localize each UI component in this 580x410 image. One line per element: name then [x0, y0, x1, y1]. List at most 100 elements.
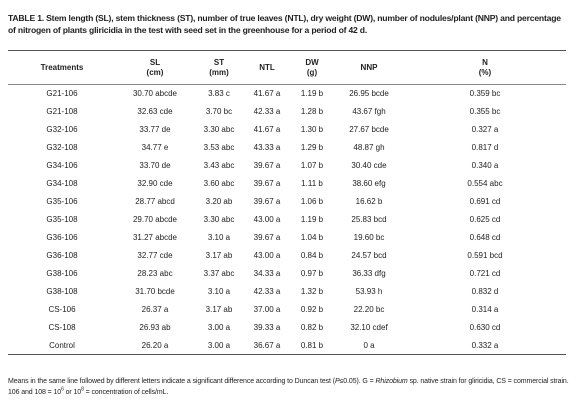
- table-cell: 41.67 a: [253, 89, 281, 99]
- table-body: G21-106 30.70 abcde 3.83 c 41.67 a 1.19 b 26.…: [8, 85, 566, 355]
- column-header: NTL: [244, 51, 290, 85]
- table-cell: 1.32 b: [300, 287, 324, 296]
- table-cell: 43.67 fgh: [352, 107, 386, 116]
- table-cell: 48.87 gh: [353, 143, 385, 152]
- table-cell: 1.06 b: [300, 197, 324, 206]
- table-cell: 39.67 a: [253, 233, 281, 242]
- table-cell: 43.00 a: [253, 251, 281, 260]
- table-row: G21-108 32.63 cde 3.70 bc 42.33 a 1.28 b 43.6…: [8, 103, 566, 121]
- footnote-text: or 10: [63, 389, 82, 396]
- table-cell: 1.29 b: [300, 143, 324, 152]
- table-header: Treatments SL (cm) ST (mm) NTL DW (g) NNP N (%): [8, 50, 566, 85]
- table-cell: G38-108: [46, 287, 78, 296]
- table-cell: 19.60 bc: [353, 233, 385, 242]
- header-text: (%): [478, 67, 492, 77]
- table-cell: 42.33 a: [253, 107, 281, 116]
- table-cell: 0.832 d: [471, 287, 499, 296]
- header-text: DW: [305, 57, 319, 67]
- table-cell: 22.20 bc: [353, 305, 385, 314]
- table-cell: 0.648 cd: [469, 233, 501, 242]
- table-cell: 0.721 cd: [469, 269, 501, 278]
- table-title: TABLE 1. Stem length (SL), stem thicknes…: [8, 13, 561, 35]
- header-text: (mm): [209, 67, 229, 77]
- table-cell: 0.591 bcd: [467, 251, 503, 260]
- column-header: NNP: [334, 51, 404, 85]
- table-cell: 3.70 bc: [205, 107, 233, 116]
- footnote-text: sp. native strain for gliricidia, CS = c…: [8, 378, 569, 396]
- table-cell: G34-106: [46, 161, 78, 170]
- table-cell: G34-108: [46, 179, 78, 188]
- table-cell: 31.70 bcde: [135, 287, 175, 296]
- table-cell: 1.19 b: [300, 89, 324, 99]
- table-cell: G21-108: [46, 107, 78, 116]
- table-cell: 1.19 b: [300, 215, 324, 224]
- table-row: G38-108 31.70 bcde 3.10 a 42.33 a 1.32 b 53.9…: [8, 283, 566, 301]
- table-cell: 32.10 cdef: [350, 323, 388, 332]
- table-cell: G38-106: [46, 269, 78, 278]
- footnote-text: 6: [61, 386, 64, 393]
- table-cell: 32.77 cde: [137, 251, 173, 260]
- header-text: (cm): [146, 67, 164, 77]
- table-cell: 1.30 b: [300, 125, 324, 134]
- table-cell: G21-106: [46, 89, 78, 99]
- table-cell: 24.57 bcd: [351, 251, 387, 260]
- header-text: NNP: [360, 62, 378, 72]
- footnote-text: P: [334, 378, 340, 385]
- table-row: G38-106 28.23 abc 3.37 abc 34.33 a 0.97 b 36.…: [8, 265, 566, 283]
- footnote-text: Rhizobium: [375, 378, 408, 385]
- table-cell: 3.60 abc: [203, 179, 235, 188]
- header-text: Treatments: [40, 62, 84, 72]
- table-row: G34-106 33.70 de 3.43 abc 39.67 a 1.07 b 30.4…: [8, 157, 566, 175]
- column-header: SL (cm): [116, 51, 194, 85]
- header-row: Treatments SL (cm) ST (mm) NTL DW (g) NNP N (%): [8, 51, 566, 85]
- table-cell: 1.04 b: [300, 233, 324, 242]
- table-cell: 36.67 a: [253, 340, 281, 350]
- table-cell: 0.625 cd: [469, 215, 501, 224]
- table-row: G36-108 32.77 cde 3.17 ab 43.00 a 0.84 b 24.5…: [8, 247, 566, 265]
- header-text: NTL: [259, 62, 275, 72]
- table-cell: 1.11 b: [301, 179, 323, 188]
- table-cell: 0.355 bc: [469, 107, 501, 116]
- table-cell: 37.00 a: [253, 305, 281, 314]
- table-cell: 0.97 b: [300, 269, 324, 278]
- table-cell: 0.691 cd: [469, 197, 501, 206]
- data-table: Treatments SL (cm) ST (mm) NTL DW (g) NNP N (%) G2…: [8, 50, 566, 355]
- table-row: CS-108 26.93 ab 3.00 a 39.33 a 0.82 b 32.10 c…: [8, 319, 566, 337]
- table-cell: 34.33 a: [253, 269, 281, 278]
- table-cell: 0.332 a: [471, 340, 499, 350]
- header-text: SL: [149, 57, 161, 67]
- table-cell: 38.60 efg: [352, 179, 386, 188]
- table-cell: 3.17 ab: [205, 251, 233, 260]
- table-row: CS-106 26.37 a 3.17 ab 37.00 a 0.92 b 22.20 b…: [8, 301, 566, 319]
- table-cell: 1.07 b: [300, 161, 324, 170]
- footnote-text: ≤0.05). G =: [339, 378, 376, 385]
- table-cell: 3.83 c: [208, 89, 230, 99]
- table-cell: CS-108: [48, 323, 76, 332]
- table-cell: 26.95 bcde: [349, 89, 389, 99]
- table-cell: 3.00 a: [207, 340, 231, 350]
- table-cell: 53.93 h: [355, 287, 383, 296]
- table-cell: 3.20 ab: [205, 197, 233, 206]
- footnote-text: 8: [81, 386, 84, 393]
- header-text: N: [482, 57, 488, 67]
- footnote: Means in the same line followed by diffe…: [8, 376, 573, 398]
- table-cell: 3.17 ab: [205, 305, 233, 314]
- table-cell: 0.314 a: [471, 305, 499, 314]
- table-cell: 39.67 a: [253, 197, 281, 206]
- table-cell: 36.33 dfg: [352, 269, 386, 278]
- table-cell: 3.10 a: [207, 233, 231, 242]
- table-cell: 0.84 b: [300, 251, 324, 260]
- table-cell: 43.00 a: [253, 215, 281, 224]
- table-cell: 3.10 a: [207, 287, 231, 296]
- table-row: G34-108 32.90 cde 3.60 abc 39.67 a 1.11 b 38.…: [8, 175, 566, 193]
- table-cell: 41.67 a: [253, 125, 281, 134]
- table-row: G32-106 33.77 de 3.30 abc 41.67 a 1.30 b 27.6…: [8, 121, 566, 139]
- footnote-text: Means in the same line followed by diffe…: [8, 378, 335, 385]
- table-cell: 33.70 de: [139, 161, 171, 170]
- table-cell: 42.33 a: [253, 287, 281, 296]
- table-cell: 29.70 abcde: [132, 215, 178, 224]
- table-cell: 28.23 abc: [137, 269, 173, 278]
- table-row: G32-108 34.77 e 3.53 abc 43.33 a 1.29 b 48.87…: [8, 139, 566, 157]
- table-row: G36-106 31.27 abcde 3.10 a 39.67 a 1.04 b 19.…: [8, 229, 566, 247]
